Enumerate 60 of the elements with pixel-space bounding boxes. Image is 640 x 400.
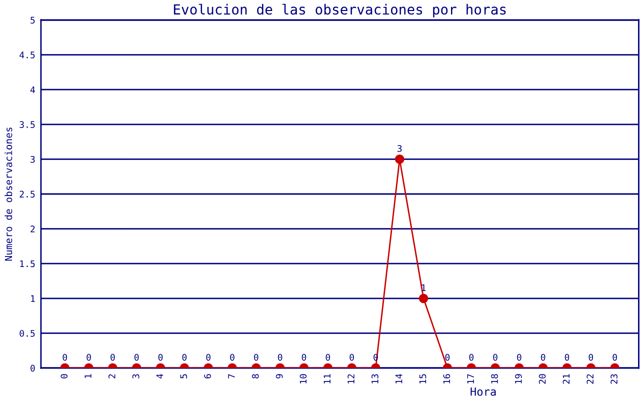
x-tick-label: 7 bbox=[228, 374, 235, 378]
x-tick-label: 17 bbox=[467, 374, 474, 384]
data-label: 0 bbox=[158, 354, 163, 361]
x-tick-label: 19 bbox=[514, 374, 522, 384]
data-label: 0 bbox=[326, 354, 330, 361]
y-tick-label: 3 bbox=[30, 156, 35, 163]
y-tick-label: 3.5 bbox=[20, 121, 35, 128]
x-tick-label: 18 bbox=[491, 374, 498, 384]
x-tick-label: 20 bbox=[538, 374, 546, 384]
data-label: 0 bbox=[350, 354, 354, 361]
data-label: 0 bbox=[230, 354, 234, 361]
y-tick-label: 4.5 bbox=[20, 52, 35, 58]
x-tick-label: 6 bbox=[204, 374, 211, 378]
data-label: 0 bbox=[493, 354, 498, 361]
data-label: 3 bbox=[398, 145, 402, 152]
y-tick-label: 1 bbox=[31, 295, 35, 302]
data-label: 0 bbox=[302, 354, 306, 361]
data-label: 0 bbox=[564, 354, 570, 361]
x-tick-label: 2 bbox=[108, 374, 116, 378]
y-tick-label: 5 bbox=[30, 16, 35, 24]
y-tick-label: 1.5 bbox=[20, 260, 35, 268]
x-axis-title: Hora bbox=[470, 388, 496, 396]
y-tick-label: 2 bbox=[30, 226, 35, 232]
y-tick-label: 2.5 bbox=[20, 190, 35, 198]
data-label: 0 bbox=[612, 354, 617, 361]
x-tick-label: 8 bbox=[252, 374, 259, 378]
data-label: 0 bbox=[469, 354, 474, 361]
x-tick-label: 13 bbox=[372, 374, 378, 384]
x-tick-label: 10 bbox=[300, 374, 307, 384]
x-tick-label: 9 bbox=[276, 374, 283, 378]
data-label: 0 bbox=[278, 354, 282, 361]
data-label: 0 bbox=[588, 354, 594, 361]
x-tick-label: 16 bbox=[443, 374, 450, 384]
x-tick-label: 5 bbox=[180, 374, 188, 378]
chart-title: Evolucion de las observaciones por horas bbox=[174, 4, 506, 18]
x-tick-label: 15 bbox=[419, 374, 426, 384]
x-tick-label: 14 bbox=[396, 374, 402, 384]
data-label: 0 bbox=[134, 354, 139, 361]
x-tick-label: 0 bbox=[60, 374, 68, 378]
x-tick-label: 11 bbox=[324, 374, 330, 384]
x-tick-label: 22 bbox=[586, 374, 594, 384]
y-axis-title: Numero de observaciones bbox=[4, 128, 12, 261]
x-tick-label: 21 bbox=[562, 374, 570, 384]
y-tick-label: 0.5 bbox=[20, 330, 35, 337]
x-tick-label: 4 bbox=[156, 374, 164, 379]
data-label: 0 bbox=[206, 354, 210, 361]
y-tick-label: 4 bbox=[30, 86, 35, 94]
x-tick-label: 12 bbox=[348, 374, 354, 384]
data-label: 0 bbox=[182, 354, 187, 361]
x-tick-label: 23 bbox=[610, 374, 618, 384]
data-label: 0 bbox=[62, 354, 68, 361]
x-tick-label: 1 bbox=[84, 374, 92, 378]
data-label: 0 bbox=[540, 354, 546, 361]
data-label: 0 bbox=[254, 354, 258, 361]
data-label: 0 bbox=[445, 354, 450, 361]
y-tick-label: 0 bbox=[30, 364, 35, 372]
x-tick-label: 3 bbox=[132, 374, 140, 378]
data-label: 0 bbox=[86, 354, 91, 361]
data-label: 0 bbox=[517, 354, 522, 361]
data-label: 0 bbox=[110, 354, 115, 361]
